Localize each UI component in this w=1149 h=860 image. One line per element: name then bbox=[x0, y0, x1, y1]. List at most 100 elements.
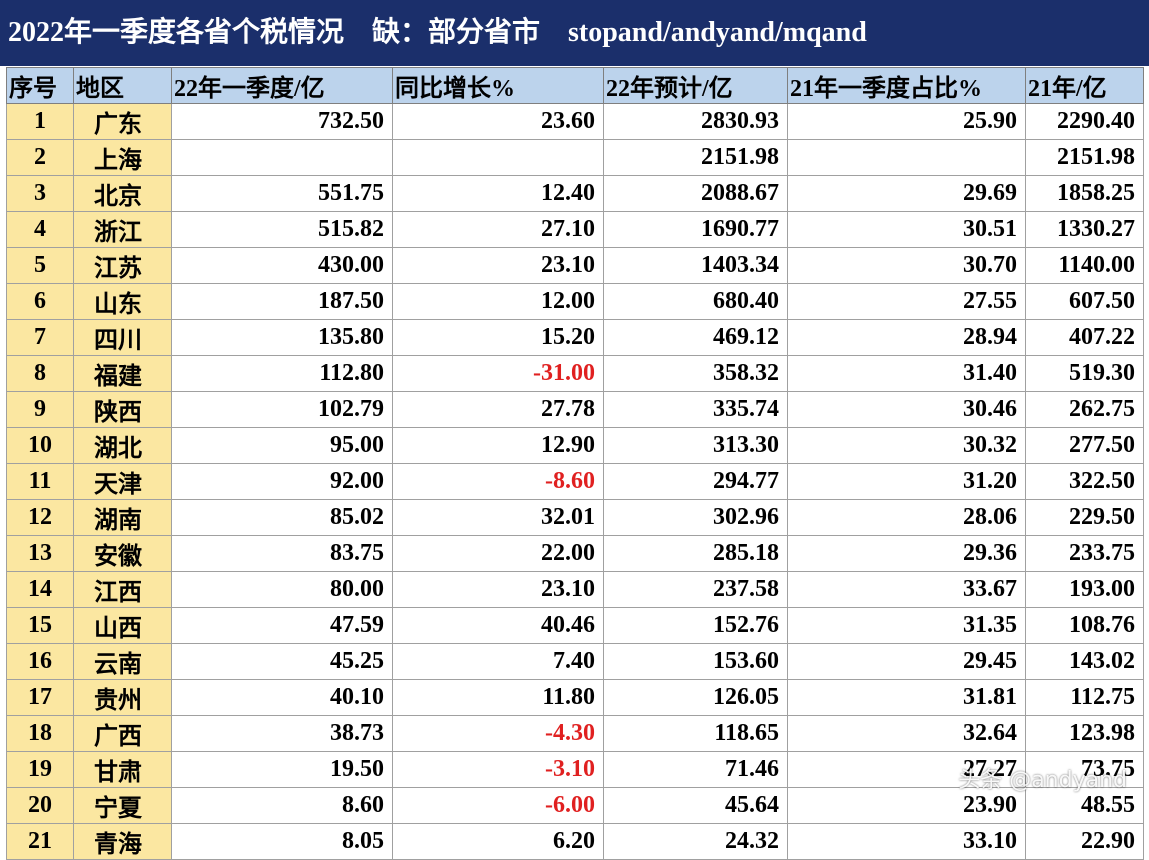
cell-estimate-2022: 152.76 bbox=[603, 607, 788, 644]
cell-yoy-growth: -31.00 bbox=[392, 355, 604, 392]
cell-q1-share-2021: 30.70 bbox=[787, 247, 1026, 284]
cell-q1-share-2021: 32.64 bbox=[787, 715, 1026, 752]
cell-yoy-growth: -8.60 bbox=[392, 463, 604, 500]
cell-index: 2 bbox=[6, 139, 74, 176]
cell-region: 云南 bbox=[73, 643, 172, 680]
table-row: 8 福建 112.80 -31.00 358.32 31.40 519.30 bbox=[6, 355, 1144, 392]
cell-index: 4 bbox=[6, 211, 74, 248]
cell-index: 5 bbox=[6, 247, 74, 284]
cell-index: 20 bbox=[6, 787, 74, 824]
cell-yoy-growth: -4.30 bbox=[392, 715, 604, 752]
cell-yoy-growth bbox=[392, 139, 604, 176]
cell-total-2021: 193.00 bbox=[1025, 571, 1144, 608]
cell-estimate-2022: 153.60 bbox=[603, 643, 788, 680]
cell-region: 福建 bbox=[73, 355, 172, 392]
table-row: 15 山西 47.59 40.46 152.76 31.35 108.76 bbox=[6, 607, 1144, 644]
cell-region: 青海 bbox=[73, 823, 172, 860]
cell-index: 18 bbox=[6, 715, 74, 752]
cell-total-2021: 277.50 bbox=[1025, 427, 1144, 464]
cell-total-2021: 123.98 bbox=[1025, 715, 1144, 752]
cell-q1-share-2021: 29.36 bbox=[787, 535, 1026, 572]
cell-q1-share-2021: 31.35 bbox=[787, 607, 1026, 644]
cell-region: 四川 bbox=[73, 319, 172, 356]
cell-yoy-growth: 12.90 bbox=[392, 427, 604, 464]
cell-estimate-2022: 285.18 bbox=[603, 535, 788, 572]
table-row: 11 天津 92.00 -8.60 294.77 31.20 322.50 bbox=[6, 463, 1144, 500]
cell-yoy-growth: 23.10 bbox=[392, 247, 604, 284]
cell-estimate-2022: 118.65 bbox=[603, 715, 788, 752]
cell-q1-share-2021: 31.20 bbox=[787, 463, 1026, 500]
cell-total-2021: 607.50 bbox=[1025, 283, 1144, 320]
cell-total-2021: 73.75 bbox=[1025, 751, 1144, 788]
header-index: 序号 bbox=[6, 67, 74, 104]
cell-estimate-2022: 45.64 bbox=[603, 787, 788, 824]
cell-q1-2022: 430.00 bbox=[171, 247, 393, 284]
cell-q1-share-2021: 30.46 bbox=[787, 391, 1026, 428]
cell-q1-share-2021: 29.69 bbox=[787, 175, 1026, 212]
cell-yoy-growth: 40.46 bbox=[392, 607, 604, 644]
cell-estimate-2022: 294.77 bbox=[603, 463, 788, 500]
cell-estimate-2022: 1690.77 bbox=[603, 211, 788, 248]
cell-region: 山东 bbox=[73, 283, 172, 320]
cell-total-2021: 519.30 bbox=[1025, 355, 1144, 392]
cell-q1-2022: 45.25 bbox=[171, 643, 393, 680]
cell-estimate-2022: 2088.67 bbox=[603, 175, 788, 212]
header-total-2021: 21年/亿 bbox=[1025, 67, 1144, 104]
cell-region: 陕西 bbox=[73, 391, 172, 428]
cell-yoy-growth: 7.40 bbox=[392, 643, 604, 680]
cell-total-2021: 229.50 bbox=[1025, 499, 1144, 536]
cell-yoy-growth: 27.10 bbox=[392, 211, 604, 248]
cell-region: 江西 bbox=[73, 571, 172, 608]
table-row: 2 上海 2151.98 2151.98 bbox=[6, 139, 1144, 176]
cell-index: 17 bbox=[6, 679, 74, 716]
cell-region: 宁夏 bbox=[73, 787, 172, 824]
cell-region: 山西 bbox=[73, 607, 172, 644]
cell-q1-2022: 85.02 bbox=[171, 499, 393, 536]
cell-index: 12 bbox=[6, 499, 74, 536]
cell-index: 19 bbox=[6, 751, 74, 788]
cell-q1-share-2021: 31.81 bbox=[787, 679, 1026, 716]
cell-total-2021: 22.90 bbox=[1025, 823, 1144, 860]
cell-total-2021: 262.75 bbox=[1025, 391, 1144, 428]
header-region: 地区 bbox=[73, 67, 172, 104]
cell-index: 9 bbox=[6, 391, 74, 428]
cell-estimate-2022: 1403.34 bbox=[603, 247, 788, 284]
cell-yoy-growth: 27.78 bbox=[392, 391, 604, 428]
cell-q1-2022: 551.75 bbox=[171, 175, 393, 212]
table-row: 10 湖北 95.00 12.90 313.30 30.32 277.50 bbox=[6, 427, 1144, 464]
cell-q1-2022: 40.10 bbox=[171, 679, 393, 716]
cell-index: 15 bbox=[6, 607, 74, 644]
cell-region: 北京 bbox=[73, 175, 172, 212]
cell-q1-share-2021 bbox=[787, 139, 1026, 176]
tax-table: 序号 地区 22年一季度/亿 同比增长% 22年预计/亿 21年一季度占比% 2… bbox=[6, 67, 1144, 860]
cell-q1-2022 bbox=[171, 139, 393, 176]
table-row: 12 湖南 85.02 32.01 302.96 28.06 229.50 bbox=[6, 499, 1144, 536]
cell-region: 湖北 bbox=[73, 427, 172, 464]
cell-total-2021: 1858.25 bbox=[1025, 175, 1144, 212]
cell-q1-share-2021: 33.67 bbox=[787, 571, 1026, 608]
cell-index: 7 bbox=[6, 319, 74, 356]
cell-index: 3 bbox=[6, 175, 74, 212]
cell-q1-share-2021: 28.94 bbox=[787, 319, 1026, 356]
cell-q1-share-2021: 25.90 bbox=[787, 103, 1026, 140]
cell-region: 湖南 bbox=[73, 499, 172, 536]
table-row: 5 江苏 430.00 23.10 1403.34 30.70 1140.00 bbox=[6, 247, 1144, 284]
cell-region: 安徽 bbox=[73, 535, 172, 572]
cell-index: 14 bbox=[6, 571, 74, 608]
cell-q1-2022: 95.00 bbox=[171, 427, 393, 464]
cell-index: 6 bbox=[6, 283, 74, 320]
cell-region: 上海 bbox=[73, 139, 172, 176]
cell-q1-share-2021: 31.40 bbox=[787, 355, 1026, 392]
cell-yoy-growth: 12.40 bbox=[392, 175, 604, 212]
cell-index: 10 bbox=[6, 427, 74, 464]
cell-q1-share-2021: 30.32 bbox=[787, 427, 1026, 464]
cell-q1-2022: 92.00 bbox=[171, 463, 393, 500]
cell-region: 浙江 bbox=[73, 211, 172, 248]
cell-yoy-growth: 22.00 bbox=[392, 535, 604, 572]
table-row: 6 山东 187.50 12.00 680.40 27.55 607.50 bbox=[6, 283, 1144, 320]
table-row: 16 云南 45.25 7.40 153.60 29.45 143.02 bbox=[6, 643, 1144, 680]
table-row: 14 江西 80.00 23.10 237.58 33.67 193.00 bbox=[6, 571, 1144, 608]
cell-estimate-2022: 71.46 bbox=[603, 751, 788, 788]
cell-estimate-2022: 24.32 bbox=[603, 823, 788, 860]
cell-total-2021: 112.75 bbox=[1025, 679, 1144, 716]
